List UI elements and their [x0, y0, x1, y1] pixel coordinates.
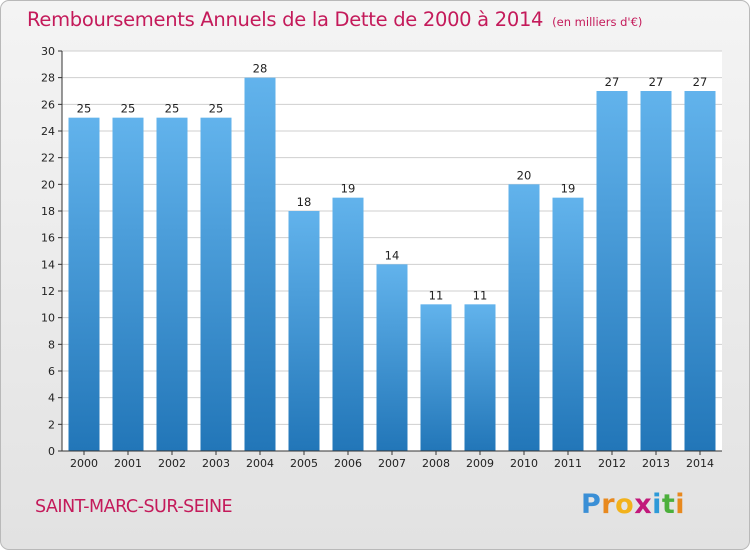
y-tick-label: 8: [48, 338, 55, 351]
x-tick-label: 2009: [466, 457, 494, 470]
bar-value-label: 11: [429, 288, 444, 302]
x-tick-label: 2012: [598, 457, 626, 470]
bar: [376, 264, 408, 451]
data-labels: 25 25 25 25 28 18 19 14 11 11 20 19 27 27 27: [77, 62, 708, 303]
chart-title: Remboursements Annuels de la Dette de 20…: [27, 8, 642, 31]
bar: [156, 117, 188, 452]
bar-value-label: 27: [693, 75, 708, 89]
bar: [420, 304, 452, 451]
y-tick-label: 30: [41, 45, 55, 58]
y-tick-label: 2: [48, 418, 55, 431]
x-tick-label: 2003: [202, 457, 230, 470]
logo-letter: x: [634, 489, 653, 520]
logo-letter: r: [601, 489, 616, 520]
logo-letter: i: [675, 489, 686, 520]
bar-value-label: 19: [561, 182, 576, 196]
y-tick-label: 0: [48, 445, 55, 458]
bar-value-label: 27: [605, 75, 620, 89]
y-tick-label: 10: [41, 312, 55, 325]
bar-value-label: 18: [297, 195, 312, 209]
bar: [552, 197, 584, 451]
bar-value-label: 28: [253, 62, 268, 76]
x-tick-label: 2002: [158, 457, 186, 470]
logo-letter: i: [652, 489, 662, 520]
x-tick-label: 2004: [246, 457, 274, 470]
y-tick-label: 24: [41, 125, 55, 138]
x-tick-label: 2005: [290, 457, 318, 470]
y-tick-label: 18: [41, 205, 55, 218]
bar-value-label: 25: [209, 102, 224, 116]
proxiti-logo: Proxiti: [581, 489, 685, 520]
bar-value-label: 14: [385, 248, 400, 262]
x-tick-label: 2013: [642, 457, 670, 470]
y-tick-label: 12: [41, 285, 55, 298]
x-tick-label: 2000: [70, 457, 98, 470]
y-tick-label: 16: [41, 232, 55, 245]
y-tick-label: 14: [41, 258, 55, 271]
x-tick-label: 2006: [334, 457, 362, 470]
bar-value-label: 25: [165, 102, 180, 116]
bar-value-label: 27: [649, 75, 664, 89]
bar-value-label: 11: [473, 288, 488, 302]
bar: [684, 91, 716, 451]
bar-value-label: 25: [77, 102, 92, 116]
y-tick-label: 6: [48, 365, 55, 378]
bar-value-label: 20: [517, 168, 532, 182]
bar: [640, 91, 672, 451]
bar: [508, 184, 540, 452]
x-tick-label: 2008: [422, 457, 450, 470]
x-tick-label: 2010: [510, 457, 538, 470]
y-tick-label: 22: [41, 152, 55, 165]
x-tick-label: 2011: [554, 457, 582, 470]
chart-title-text: Remboursements Annuels de la Dette de 20…: [27, 8, 544, 31]
logo-letter: o: [615, 489, 635, 520]
y-tick-label: 20: [41, 178, 55, 191]
bar: [288, 211, 320, 451]
bar: [244, 77, 276, 452]
x-tick-label: 2014: [686, 457, 714, 470]
chart-subtitle: (en milliers d'€): [552, 15, 643, 29]
bar: [596, 91, 628, 451]
logo-letter: P: [581, 489, 602, 520]
bar: [112, 117, 144, 452]
bar-value-label: 25: [121, 102, 136, 116]
y-tick-label: 28: [41, 72, 55, 85]
city-name: SAINT-MARC-SUR-SEINE: [35, 497, 233, 517]
x-tick-label: 2001: [114, 457, 142, 470]
bar: [68, 117, 100, 452]
x-tick-label: 2007: [378, 457, 406, 470]
y-tick-label: 26: [41, 98, 55, 111]
logo-letter: t: [661, 489, 676, 520]
bars: [68, 77, 716, 452]
bar: [200, 117, 232, 452]
bar: [464, 304, 496, 451]
bar: [332, 197, 364, 451]
bar-value-label: 19: [341, 182, 356, 196]
y-tick-label: 4: [48, 392, 55, 405]
